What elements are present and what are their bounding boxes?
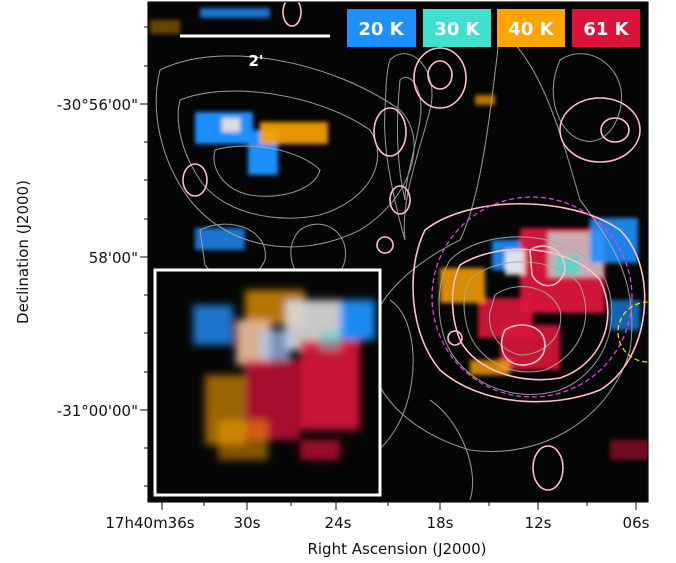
legend-box-20k bbox=[347, 9, 416, 47]
plot-frame bbox=[147, 1, 649, 503]
x-tick-label-5: 12s bbox=[525, 514, 552, 532]
legend-label-40k: 40 K bbox=[508, 19, 554, 40]
inset-frame bbox=[153, 268, 382, 497]
legend-box-30k bbox=[423, 9, 491, 47]
inset-panel bbox=[153, 268, 382, 497]
y-axis-label: Declination (J2000) bbox=[14, 180, 32, 324]
legend-box-61k bbox=[572, 9, 640, 47]
x-tick-label-4: 18s bbox=[427, 514, 454, 532]
y-tick-label-2: 58'00" bbox=[89, 249, 138, 267]
y-axis-ticks bbox=[140, 26, 148, 487]
x-tick-label-1: 17h40m36s bbox=[105, 514, 194, 532]
x-tick-label-2: 30s bbox=[234, 514, 261, 532]
x-tick-label-3: 24s bbox=[325, 514, 352, 532]
image-panel: 2' 20 K 30 K 40 K 61 K bbox=[147, 1, 649, 503]
legend-label-20k: 20 K bbox=[358, 19, 404, 40]
scale-bar-label: 2' bbox=[248, 52, 263, 70]
y-tick-label-3: -31°00'00" bbox=[57, 402, 138, 420]
legend-label-30k: 30 K bbox=[434, 19, 480, 40]
legend-label-61k: 61 K bbox=[583, 19, 629, 40]
legend: 20 K 30 K 40 K 61 K bbox=[347, 9, 640, 47]
gray-contours bbox=[155, 28, 633, 501]
x-axis-label: Right Ascension (J2000) bbox=[307, 540, 486, 558]
y-tick-label-1: -30°56'00" bbox=[57, 96, 138, 114]
legend-box-40k bbox=[497, 9, 565, 47]
magenta-dashed-circle bbox=[431, 196, 633, 398]
x-axis-ticks bbox=[161, 502, 637, 510]
pink-contours bbox=[182, 2, 646, 491]
x-tick-label-6: 06s bbox=[623, 514, 650, 532]
